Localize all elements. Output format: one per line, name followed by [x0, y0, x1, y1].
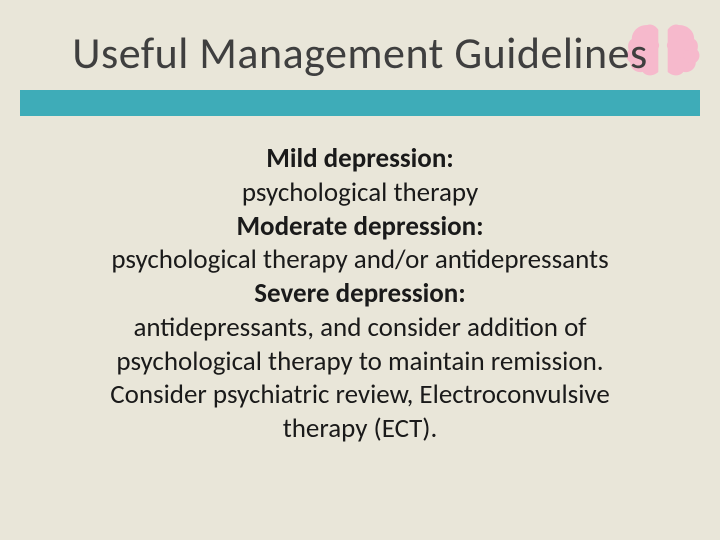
line-mild-body: psychological therapy	[40, 176, 680, 210]
accent-bar	[20, 90, 700, 116]
slide-title: Useful Management Guidelines	[0, 26, 720, 80]
slide-container: Useful Management Guidelines Mild depres…	[0, 0, 720, 540]
line-severe-body-4: therapy (ECT).	[40, 412, 680, 446]
line-severe-body-1: antidepressants, and consider addition o…	[40, 311, 680, 345]
line-moderate-body: psychological therapy and/or antidepress…	[40, 243, 680, 277]
content-block: Mild depression: psychological therapy M…	[40, 142, 680, 446]
line-severe-body-2: psychological therapy to maintain remiss…	[40, 345, 680, 379]
line-mild-heading: Mild depression:	[40, 142, 680, 176]
line-severe-body-3: Consider psychiatric review, Electroconv…	[40, 378, 680, 412]
line-moderate-heading: Moderate depression:	[40, 210, 680, 244]
line-severe-heading: Severe depression:	[40, 277, 680, 311]
